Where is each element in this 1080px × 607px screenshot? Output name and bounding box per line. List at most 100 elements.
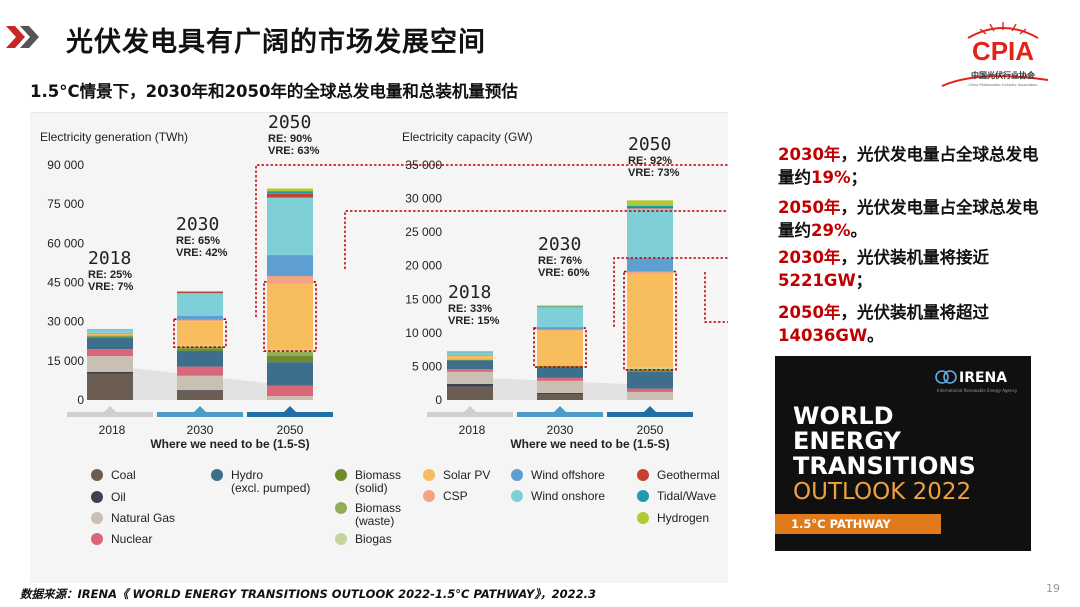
irena-logo-icon (935, 370, 957, 384)
bar-segment (537, 392, 583, 394)
bar-segment (447, 355, 493, 356)
report-title-line-1: WORLD (793, 402, 894, 430)
legend-label: Natural Gas (111, 511, 175, 525)
bar-segment (627, 371, 673, 389)
legend-swatch (423, 490, 435, 502)
annotation-year: 2050 (628, 134, 671, 155)
axis-band-marker (104, 406, 116, 412)
x-tick-label: 2018 (99, 423, 126, 437)
bar-segment (627, 367, 673, 369)
bar-segment (627, 388, 673, 392)
bar-segment (177, 319, 223, 322)
bar-segment (267, 188, 313, 192)
annotation-vre: VRE: 7% (88, 281, 133, 293)
cpia-logo-text: CPIA (972, 36, 1034, 66)
callout-value: 19% (811, 168, 851, 187)
legend-label: Oil (111, 490, 126, 504)
legend-swatch (637, 469, 649, 481)
legend-label: Biomass (solid) (355, 468, 401, 495)
bar-segment (267, 191, 313, 194)
axis-band (157, 412, 243, 417)
callout-text: ，光伏装机量将超过 (840, 303, 989, 322)
bar-segment (267, 351, 313, 356)
callout-connector (704, 272, 728, 323)
callout-connector (344, 210, 728, 269)
bar-segment (87, 329, 133, 330)
bar-segment (447, 351, 493, 353)
y-tick-label: 5 000 (412, 359, 442, 373)
callout-end: 。 (850, 221, 868, 240)
legend-label: Tidal/Wave (657, 489, 716, 503)
callout-year: 2050年 (778, 198, 841, 217)
bar-segment (177, 291, 223, 292)
bar-segment (447, 383, 493, 387)
legend-label: Wind onshore (531, 489, 605, 503)
legend-label: Biogas (355, 532, 392, 546)
bar-segment (537, 327, 583, 330)
bar-segment (87, 332, 133, 334)
axis-band-marker (284, 406, 296, 412)
chart-capacity: Electricity capacity (GW) 0 5 000 10 000 15 … (402, 130, 693, 451)
chart-title: Electricity capacity (GW) (402, 130, 533, 144)
bar-segment (267, 362, 313, 386)
legend-label: Wind offshore (531, 468, 605, 482)
bar-segment (537, 305, 583, 307)
solar-highlight-box (623, 270, 677, 371)
chart-title: Electricity generation (TWh) (40, 130, 188, 144)
annotation-vre: VRE: 73% (628, 167, 680, 179)
y-tick-label: 90 000 (47, 158, 84, 172)
cpia-logo: CPIA 中国光伏行业协会 China Photovoltaic Industr… (941, 22, 1049, 87)
irena-logo-text: IRENA (959, 370, 1008, 386)
bar-segment (87, 337, 133, 350)
axis-band-marker (464, 406, 476, 412)
bar-segment (627, 207, 673, 209)
legend-swatch (423, 469, 435, 481)
bar-segment (537, 365, 583, 367)
legend-swatch (211, 469, 223, 481)
bar-segment (627, 271, 673, 274)
callout-value: 29% (811, 221, 851, 240)
y-tick-label: 45 000 (47, 276, 84, 290)
legend-swatch (91, 469, 103, 481)
bar-segment (627, 369, 673, 372)
callout-text: ，光伏发电量占全球总发电量约 (778, 198, 1039, 240)
bar-segment (627, 208, 673, 259)
bar-segment (177, 345, 223, 347)
annotation-year: 2018 (448, 282, 491, 303)
callout-end: ； (855, 271, 873, 290)
annotation-year: 2050 (268, 112, 311, 133)
solar-highlight-box (533, 327, 587, 368)
callout-end: ； (850, 168, 868, 187)
bar-segment (87, 349, 133, 357)
annotation-year: 2018 (88, 248, 131, 269)
axis-band (247, 412, 333, 417)
legend-swatch (637, 490, 649, 502)
bar-segment (537, 377, 583, 381)
bar-segment (537, 367, 583, 378)
bar-segment (87, 333, 133, 335)
annotation-re: RE: 25% (88, 269, 132, 281)
bar-segment (267, 355, 313, 363)
annotation-vre: VRE: 42% (176, 247, 228, 259)
bar-segment (87, 336, 133, 338)
bar-segment (267, 283, 313, 350)
bar-segment (627, 273, 673, 368)
legend-swatch (91, 491, 103, 503)
callout-capacity-2050: 2050年，光伏装机量将超过 14036GW。 (778, 301, 1048, 347)
bar-segment (537, 329, 583, 331)
x-tick-label: 2030 (547, 423, 574, 437)
bar-segment (177, 366, 223, 376)
axis-band (67, 412, 153, 417)
legend-label: Coal (111, 468, 136, 482)
x-tick-label: 2030 (187, 423, 214, 437)
slide-subtitle: 1.5°C情景下，2030年和2050年的全球总发电量和总装机量预估 (30, 82, 518, 101)
legend-swatch (335, 469, 347, 481)
x-axis-label: Where we need to be (1.5-S) (510, 437, 669, 451)
axis-band-marker (194, 406, 206, 412)
callout-year: 2050年 (778, 303, 841, 322)
callout-text: ，光伏装机量将接近 (840, 248, 989, 267)
callout-end: 。 (867, 326, 884, 345)
y-tick-label: 30 000 (405, 192, 442, 206)
annotation-re: RE: 65% (176, 235, 220, 247)
bar-segment (447, 355, 493, 360)
